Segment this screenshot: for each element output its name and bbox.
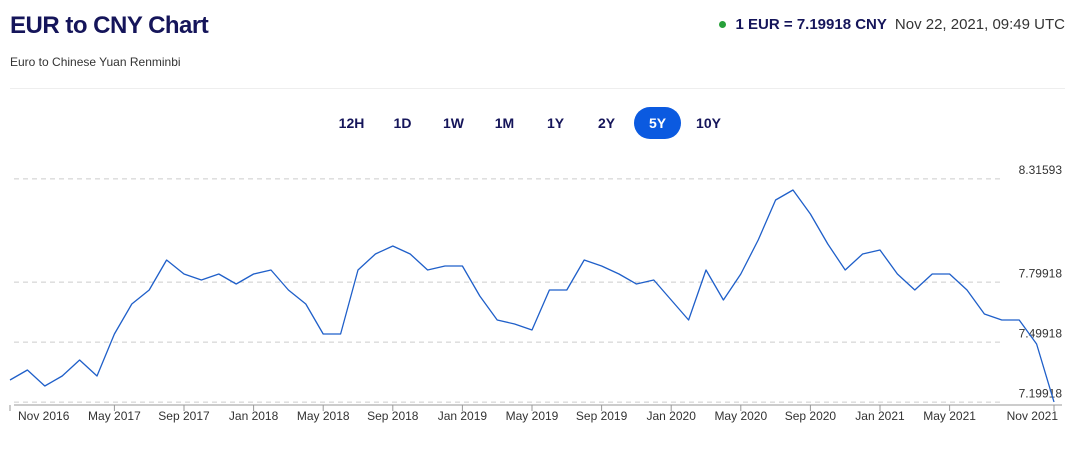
range-button[interactable]: 5Y (634, 107, 681, 139)
separator (10, 88, 1065, 89)
x-tick-label: May 2017 (88, 409, 141, 423)
x-tick-label: Jan 2018 (229, 409, 279, 423)
range-button[interactable]: 1W (430, 107, 477, 139)
x-tick-label: Jan 2021 (855, 409, 905, 423)
y-tick-label: 8.31593 (1019, 163, 1063, 177)
x-tick-label: Jan 2020 (647, 409, 697, 423)
range-buttons: 12H 1D 1W 1M 1Y 2Y 5Y 10Y (328, 107, 732, 139)
range-button[interactable]: 1D (379, 107, 426, 139)
x-tick-label: Jan 2019 (438, 409, 488, 423)
x-tick-label: May 2020 (714, 409, 767, 423)
range-button[interactable]: 2Y (583, 107, 630, 139)
page-subtitle: Euro to Chinese Yuan Renminbi (10, 55, 181, 69)
page-title: EUR to CNY Chart (10, 12, 209, 39)
x-tick-label: Sep 2019 (576, 409, 628, 423)
price-line (9, 189, 1055, 403)
x-tick-label: Nov 2016 (18, 409, 70, 423)
range-button[interactable]: 10Y (685, 107, 732, 139)
x-tick-label: Sep 2018 (367, 409, 419, 423)
range-button[interactable]: 1M (481, 107, 528, 139)
status-dot (718, 21, 726, 28)
x-tick-label: May 2019 (506, 409, 559, 423)
x-tick-label: May 2018 (297, 409, 350, 423)
y-tick-label: 7.49918 (1019, 326, 1063, 340)
x-tick-label: May 2021 (923, 409, 976, 423)
x-tick-label: Nov 2021 (1007, 409, 1059, 423)
rate-date: Nov 22, 2021, 09:49 UTC (894, 16, 1065, 33)
y-tick-label: 7.19918 (1019, 386, 1063, 400)
range-button[interactable]: 12H (328, 107, 375, 139)
rate-value: 1 EUR = 7.19918 CNY (735, 16, 887, 33)
range-button[interactable]: 1Y (532, 107, 579, 139)
x-tick-label: Sep 2020 (785, 409, 837, 423)
y-tick-label: 7.79918 (1019, 266, 1063, 280)
rate-box: 1 EUR = 7.19918 CNY Nov 22, 2021, 09:49 … (718, 16, 1065, 33)
x-tick-label: Sep 2017 (158, 409, 210, 423)
